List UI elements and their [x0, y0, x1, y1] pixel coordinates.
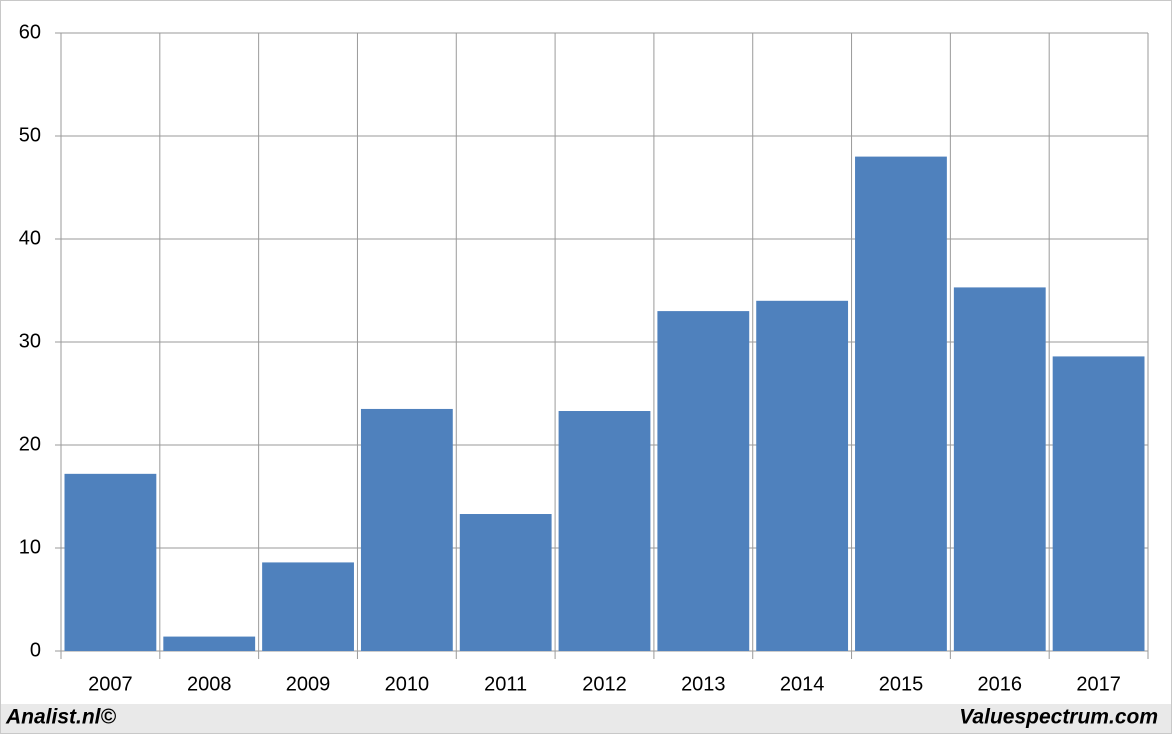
x-tick-label: 2014	[780, 673, 825, 695]
bar	[855, 156, 947, 651]
x-tick-label: 2009	[286, 673, 331, 695]
x-tick-label: 2016	[978, 673, 1023, 695]
footer-right: Valuespectrum.com	[959, 706, 1158, 729]
footer-band	[1, 704, 1171, 733]
bar	[558, 411, 651, 651]
y-tick-label: 40	[19, 227, 41, 249]
y-tick-label: 60	[19, 21, 41, 43]
x-tick-label: 2015	[879, 673, 924, 695]
bar	[1052, 356, 1145, 651]
x-tick-label: 2010	[385, 673, 430, 695]
bar	[953, 287, 1046, 651]
x-tick-label: 2017	[1076, 673, 1121, 695]
bar	[360, 408, 453, 651]
x-tick-label: 2011	[484, 673, 527, 695]
x-tick-label: 2013	[681, 673, 726, 695]
y-tick-label: 50	[19, 124, 41, 146]
y-tick-label: 30	[19, 330, 41, 352]
bar	[756, 300, 849, 651]
bar	[459, 514, 552, 651]
bar	[657, 311, 750, 651]
y-tick-label: 10	[19, 536, 41, 558]
y-tick-label: 20	[19, 433, 41, 455]
x-tick-label: 2012	[582, 673, 627, 695]
x-tick-label: 2007	[88, 673, 133, 695]
bar	[64, 473, 157, 651]
bar	[163, 636, 256, 651]
x-tick-label: 2008	[187, 673, 232, 695]
y-tick-label: 0	[30, 639, 41, 661]
footer-left: Analist.nl©	[5, 706, 117, 729]
bar	[262, 562, 354, 651]
